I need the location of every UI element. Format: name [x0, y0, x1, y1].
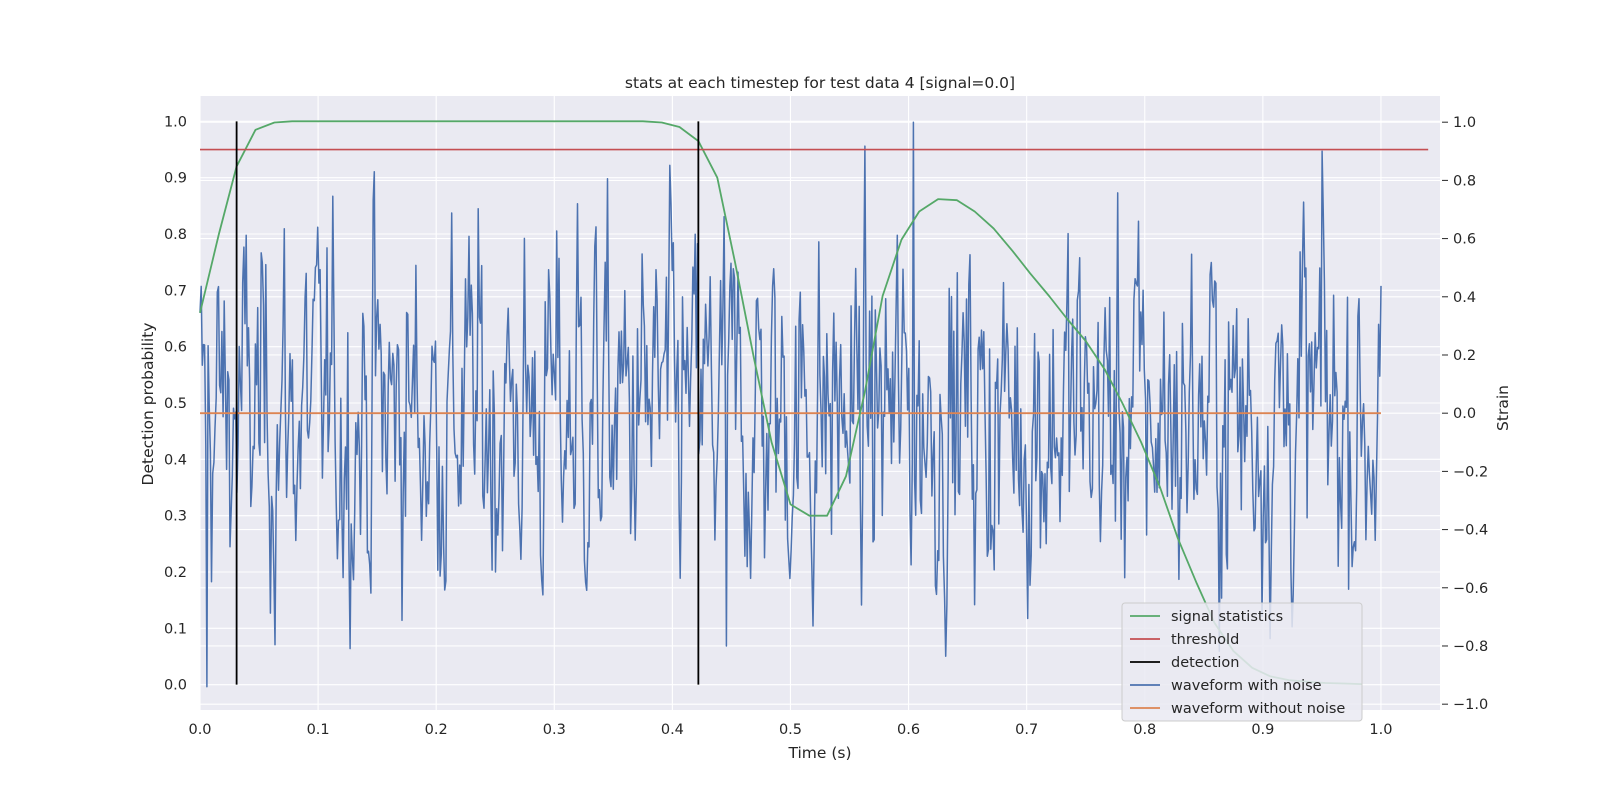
y-left-tick-label: 0.7	[164, 283, 187, 299]
y-right-tick-label: −1.0	[1453, 697, 1488, 713]
y-left-tick-label: 0.5	[164, 396, 187, 412]
legend-box	[1121, 602, 1363, 722]
y-right-tick-label: −0.8	[1453, 639, 1488, 655]
series-signal-statistics	[199, 120, 1363, 685]
y-axis-right-label: Strain	[1494, 385, 1512, 431]
legend-label-signal-statistics: signal statistics	[1171, 609, 1283, 625]
x-tick-label: 0.8	[1133, 722, 1156, 738]
x-tick-label: 0.3	[543, 722, 566, 738]
y-left-tick-label: 0.8	[164, 227, 187, 243]
y-left-tick-label: 1.0	[164, 114, 187, 130]
x-tick-label: 0.1	[307, 722, 330, 738]
y-left-tick-label: 0.6	[164, 340, 187, 356]
y-right-tick-label: −0.2	[1453, 464, 1488, 480]
y-axis-left-label: Detection probability	[139, 323, 157, 486]
legend-entry-waveform-without-noise: waveform without noise	[1130, 701, 1345, 717]
y-left-tick-label: 0.1	[164, 621, 187, 637]
signal-statistics-line	[199, 120, 1363, 685]
x-tick-label: 0.9	[1251, 722, 1274, 738]
chart-title: stats at each timestep for test data 4 […	[625, 74, 1015, 92]
y-left-tick-label: 0.2	[164, 565, 187, 581]
legend-entry-waveform-with-noise: waveform with noise	[1130, 678, 1322, 694]
y-right-tick-label: 0.6	[1453, 232, 1476, 248]
y-axis-left-ticks: 0.0 0.1 0.2 0.3 0.4 0.5 0.6 0.7 0.8 0.9 1.0	[164, 114, 187, 693]
legend-label-waveform-without-noise: waveform without noise	[1171, 701, 1345, 717]
series-waveform-with-noise	[199, 121, 1382, 688]
legend-label-detection: detection	[1171, 655, 1239, 671]
x-tick-label: 0.7	[1015, 722, 1038, 738]
legend-entry-detection: detection	[1130, 655, 1239, 671]
legend: signal statistics threshold detection wa…	[1121, 602, 1363, 722]
series-detection	[235, 121, 700, 685]
y-right-tick-label: 0.8	[1453, 173, 1476, 189]
legend-label-waveform-with-noise: waveform with noise	[1171, 678, 1322, 694]
legend-entry-signal-statistics: signal statistics	[1130, 609, 1283, 625]
y-right-tick-label: 0.0	[1453, 406, 1476, 422]
y-right-tick-label: 0.2	[1453, 348, 1476, 364]
x-tick-label: 0.4	[661, 722, 684, 738]
y-right-tick-label: −0.6	[1453, 581, 1488, 597]
x-tick-label: 0.5	[779, 722, 802, 738]
x-tick-label: 0.2	[425, 722, 448, 738]
y-left-tick-label: 0.0	[164, 678, 187, 694]
x-axis-label: Time (s)	[787, 744, 851, 762]
y-right-tick-label: 0.4	[1453, 290, 1476, 306]
x-tick-label: 0.0	[188, 722, 211, 738]
y-left-tick-label: 0.9	[164, 171, 187, 187]
y-right-tick-label: −0.4	[1453, 523, 1488, 539]
legend-label-threshold: threshold	[1171, 632, 1239, 648]
legend-entry-threshold: threshold	[1130, 632, 1239, 648]
x-axis-ticks: 0.0 0.1 0.2 0.3 0.4 0.5 0.6 0.7 0.8 0.9 1.0	[188, 722, 1392, 738]
waveform-with-noise-line	[199, 121, 1382, 688]
x-tick-label: 1.0	[1369, 722, 1392, 738]
y-left-tick-label: 0.3	[164, 509, 187, 525]
y-left-tick-label: 0.4	[164, 452, 187, 468]
y-axis-right-ticks: −1.0 −0.8 −0.6 −0.4 −0.2 0.0 0.2 0.4 0.6 0.8 1.0	[1442, 115, 1488, 713]
x-tick-label: 0.6	[897, 722, 920, 738]
y-right-tick-label: 1.0	[1453, 115, 1476, 131]
